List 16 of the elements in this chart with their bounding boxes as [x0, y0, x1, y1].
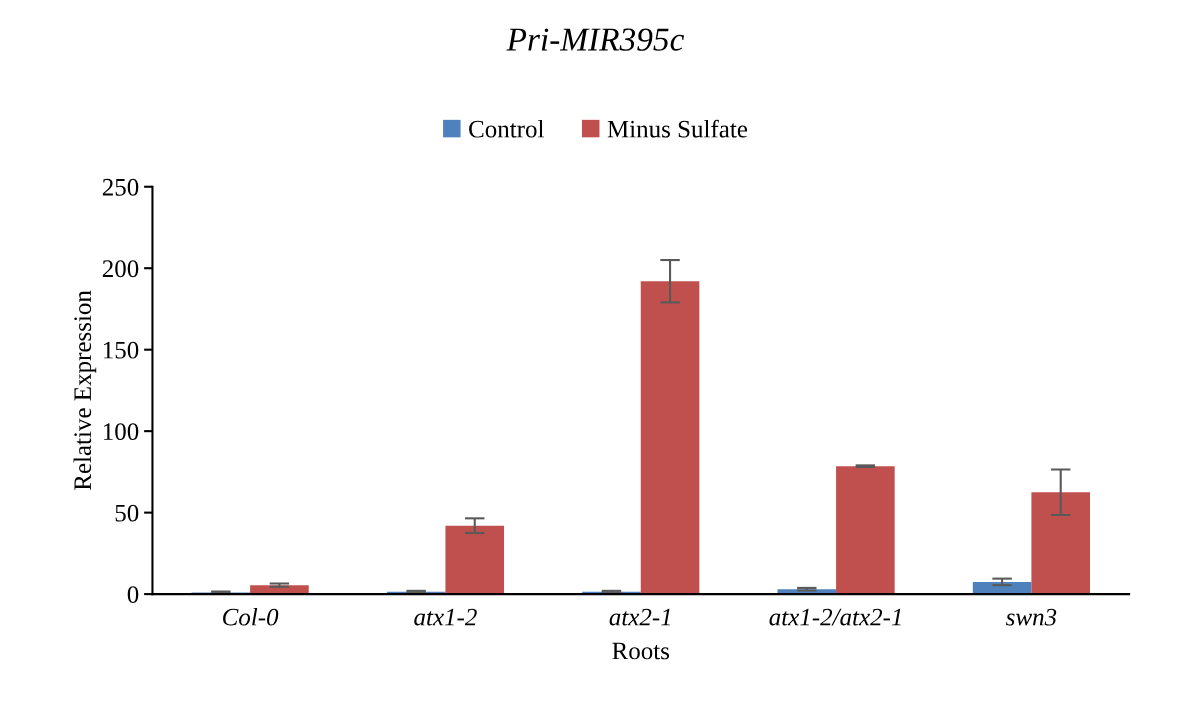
y-tick-label: 0: [127, 586, 139, 604]
x-axis-title: Roots: [612, 642, 670, 660]
chart-title: Pri-MIR395c: [506, 28, 684, 51]
legend-label: Minus Sulfate: [607, 119, 748, 138]
x-tick-label: swn3: [1006, 608, 1057, 626]
legend-label: Control: [469, 119, 544, 138]
y-tick-label: 200: [102, 260, 139, 278]
x-tick-label: Col-0: [223, 607, 279, 626]
y-tick-label: 100: [103, 423, 139, 441]
x-tick-label: atx1-2/atx2-1: [769, 608, 901, 626]
x-tick-label: atx1-2: [414, 608, 477, 626]
x-tick-label: atx2-1: [609, 608, 671, 626]
y-tick-label: 50: [115, 504, 139, 522]
y-tick-label: 250: [102, 178, 139, 196]
y-tick-label: 150: [103, 341, 139, 359]
y-axis-title: Relative Expression: [73, 290, 97, 491]
